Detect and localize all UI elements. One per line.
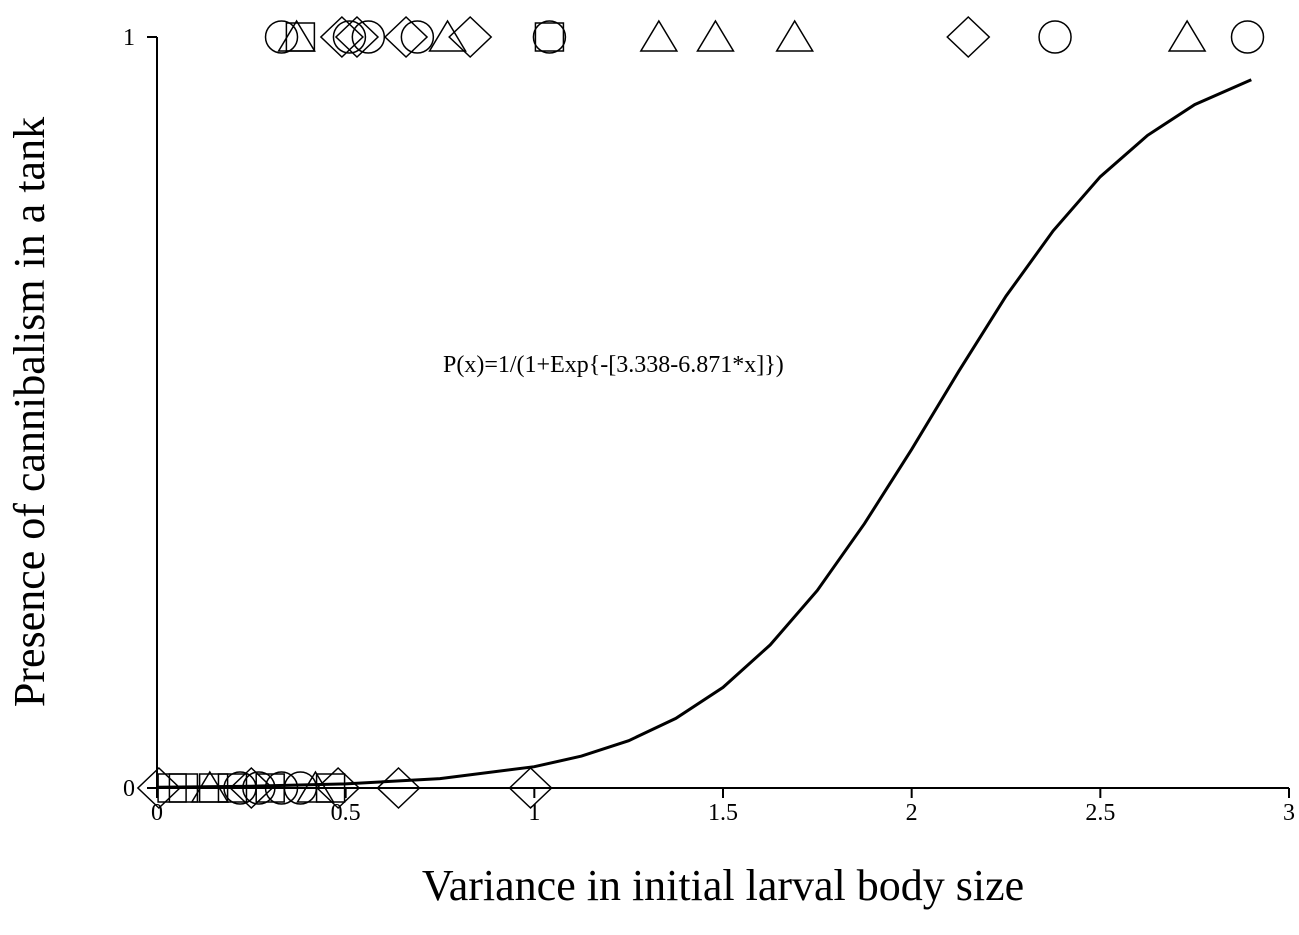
point-diamond <box>946 15 991 59</box>
point-circle <box>1230 20 1265 54</box>
point-triangle <box>696 19 735 52</box>
point-triangle <box>775 19 815 52</box>
point-circle <box>351 20 386 54</box>
x-tick-label: 1.5 <box>708 800 738 826</box>
point-square <box>534 22 565 52</box>
y-axis-title: Presence of cannibalism in a tank <box>5 117 54 707</box>
point-square <box>285 22 316 52</box>
point-diamond <box>316 766 361 810</box>
point-diamond <box>319 15 364 59</box>
point-circle <box>264 20 299 54</box>
x-tick-label: 0.5 <box>331 800 361 826</box>
point-diamond <box>383 15 429 59</box>
x-axis-title: Variance in initial larval body size <box>422 861 1024 910</box>
point-circle <box>400 20 435 54</box>
fit-curve <box>156 78 1252 789</box>
y-tick-label: 0 <box>123 776 135 802</box>
point-diamond <box>136 766 181 810</box>
x-tick-label: 2.5 <box>1085 800 1115 826</box>
point-square <box>255 773 285 803</box>
point-diamond <box>334 15 380 59</box>
point-triangle <box>296 770 335 803</box>
x-tick-label: 2 <box>906 800 918 826</box>
point-square <box>217 773 248 803</box>
point-square <box>198 773 229 803</box>
point-circle <box>242 771 276 805</box>
y-tick-label: 1 <box>123 25 135 51</box>
point-circle <box>1038 20 1072 54</box>
point-diamond <box>508 766 553 810</box>
point-triangle <box>1167 19 1207 52</box>
point-diamond <box>448 15 493 59</box>
x-tick-label: 0 <box>151 800 163 826</box>
point-diamond <box>376 766 421 810</box>
equation: P(x)=1/(1+Exp{-[3.338-6.871*x]}) <box>443 352 784 378</box>
point-circle <box>264 771 299 805</box>
point-triangle <box>428 19 467 52</box>
point-diamond <box>229 766 274 810</box>
point-triangle <box>277 19 316 52</box>
point-circle <box>532 20 567 54</box>
x-tick-label: 3 <box>1283 800 1295 826</box>
point-triangle <box>639 19 679 52</box>
point-square <box>168 773 199 803</box>
point-circle <box>332 20 367 54</box>
